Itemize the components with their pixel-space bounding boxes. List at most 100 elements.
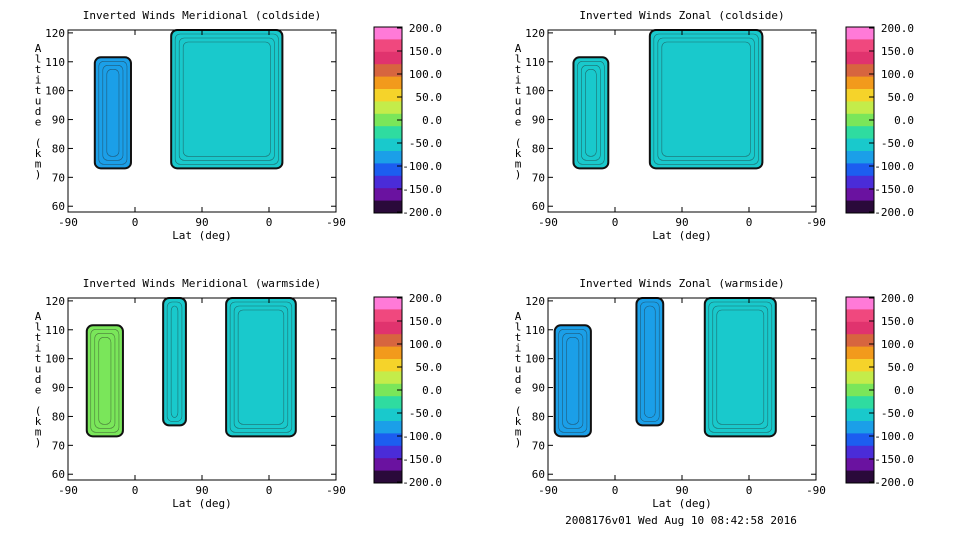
data-cell-left [553, 324, 592, 438]
colorbar-tick-label: 50.0 [416, 91, 443, 104]
data-cell-right [225, 297, 297, 438]
colorbar-tick-label: 150.0 [409, 315, 442, 328]
y-tick-label: 80 [532, 142, 545, 155]
contour-line [577, 60, 605, 165]
colorbar: 200.0 150.0 100.0 50.0 0.0 -50.0 -100.0 -150.0 -… [845, 292, 914, 489]
colorbar-tick-label: -50.0 [409, 407, 442, 420]
contour-line [98, 336, 112, 425]
colorbar-band [374, 163, 402, 177]
data-cell-mid [162, 297, 187, 427]
y-tick-label: 60 [52, 468, 65, 481]
colorbar-band [846, 470, 874, 484]
y-tick-label: 110 [45, 324, 65, 337]
colorbar-band [374, 408, 402, 422]
colorbar-tick-label: 0.0 [422, 114, 442, 127]
colorbar-tick-label: 150.0 [409, 45, 442, 58]
colorbar-band [846, 321, 874, 335]
contour-line [106, 69, 120, 157]
contour-line [229, 301, 293, 433]
colorbar-band [846, 76, 874, 90]
contour-line [661, 41, 751, 157]
contour-line [558, 328, 588, 433]
colorbar-band [374, 309, 402, 323]
colorbar-band [374, 297, 402, 310]
colorbar-band [846, 138, 874, 152]
y-tick-label: 70 [52, 171, 65, 184]
y-tick-label: 60 [532, 468, 545, 481]
y-tick-label: 90 [532, 114, 545, 127]
contour-line [640, 301, 660, 422]
colorbar-band [374, 359, 402, 372]
x-tick-label: 0 [746, 216, 753, 229]
colorbar-tick-label: 100.0 [881, 68, 914, 81]
colorbar-tick-label: -100.0 [874, 430, 914, 443]
y-tick-label: 110 [525, 56, 545, 69]
chart-panel-1: Inverted Winds Meridional (coldside) 60 70… [35, 9, 442, 242]
contour-line [716, 309, 765, 425]
colorbar-tick-label: -200.0 [402, 206, 442, 219]
data-cell-center [170, 29, 284, 170]
y-tick-label: 80 [52, 410, 65, 423]
colorbar-band [846, 371, 874, 385]
contour-line [566, 336, 580, 425]
colorbar-band [846, 408, 874, 422]
contour-line [708, 301, 773, 433]
y-tick-label: 80 [532, 410, 545, 423]
colorbar-tick-label: 0.0 [894, 384, 914, 397]
x-tick-label: 0 [746, 484, 753, 497]
colorbar-band [846, 151, 874, 164]
colorbar: 200.0 150.0 100.0 50.0 0.0 -50.0 -100.0 -150.0 -… [373, 292, 442, 489]
colorbar-band [374, 321, 402, 335]
contour-line [581, 65, 601, 161]
y-tick-label: 100 [45, 353, 65, 366]
colorbar-band [846, 445, 874, 459]
y-tick-label: 100 [525, 353, 545, 366]
colorbar-band [374, 383, 402, 397]
chart-title: Inverted Winds Zonal (coldside) [579, 9, 784, 22]
y-tick-label: 60 [52, 200, 65, 213]
colorbar-band [374, 200, 402, 214]
x-axis-label: Lat (deg) [172, 497, 232, 510]
colorbar-band [846, 113, 874, 127]
colorbar-band [374, 346, 402, 360]
chart-panel-2: Inverted Winds Zonal (coldside) 60 70 80 90 1… [515, 9, 914, 242]
colorbar-band [846, 188, 874, 202]
colorbar-band [846, 346, 874, 360]
y-tick-label: 110 [525, 324, 545, 337]
colorbar-tick-label: 100.0 [881, 338, 914, 351]
x-axis-label: Lat (deg) [172, 229, 232, 242]
colorbar-band [374, 458, 402, 472]
y-tick-label: 90 [532, 382, 545, 395]
colorbar-band [374, 138, 402, 152]
x-tick-label: -90 [58, 216, 78, 229]
x-tick-label: 90 [195, 484, 208, 497]
colorbar-tick-label: -100.0 [874, 160, 914, 173]
data-cell-left [85, 324, 124, 438]
x-axis-label: Lat (deg) [652, 229, 712, 242]
colorbar-band [374, 396, 402, 410]
colorbar-tick-label: -50.0 [409, 137, 442, 150]
y-tick-label: 70 [52, 439, 65, 452]
data-cell-center [648, 29, 764, 170]
colorbar-band [374, 101, 402, 115]
colorbar-band [846, 51, 874, 65]
colorbar-tick-label: -200.0 [402, 476, 442, 489]
colorbar-band [374, 445, 402, 459]
colorbar-band [846, 421, 874, 434]
x-tick-label: 90 [675, 484, 688, 497]
y-tick-label: 70 [532, 171, 545, 184]
colorbar-band [846, 175, 874, 189]
colorbar-tick-label: -100.0 [402, 430, 442, 443]
colorbar-tick-label: 200.0 [409, 22, 442, 35]
x-tick-label: 0 [266, 484, 273, 497]
colorbar-band [374, 113, 402, 127]
colorbar-band [846, 458, 874, 472]
x-axis-label: Lat (deg) [652, 497, 712, 510]
colorbar-tick-label: 100.0 [409, 68, 442, 81]
contour-line [562, 332, 584, 429]
y-tick-label: 120 [525, 295, 545, 308]
contour-line [178, 37, 275, 161]
colorbar-band [374, 188, 402, 202]
y-tick-label: 100 [45, 85, 65, 98]
